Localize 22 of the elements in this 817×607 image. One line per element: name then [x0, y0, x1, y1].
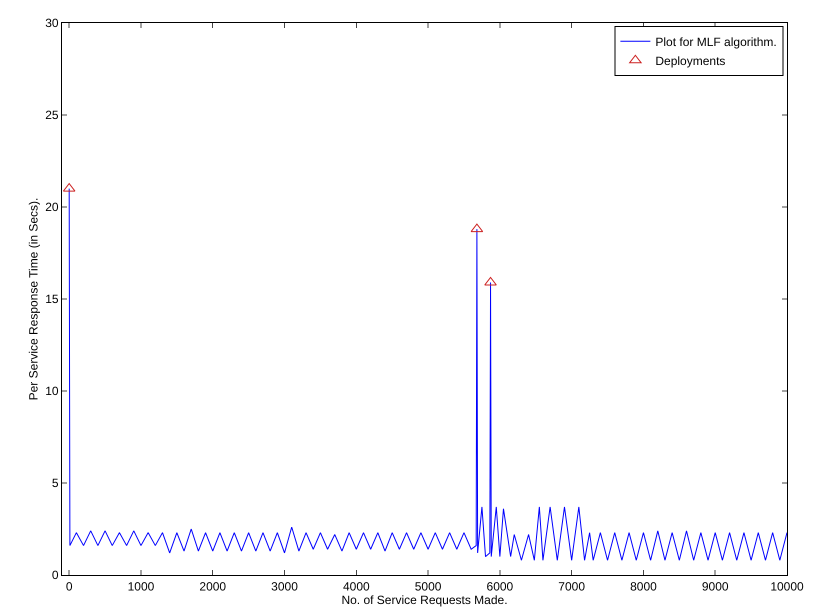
x-tick-label: 9000 — [702, 579, 729, 594]
legend-label: Plot for MLF algorithm. — [655, 34, 777, 49]
y-tick-label: 20 — [45, 200, 59, 214]
y-tick-label: 10 — [45, 384, 59, 398]
legend-label: Deployments — [655, 54, 726, 68]
x-tick-label: 10000 — [770, 579, 804, 594]
y-tick-label: 30 — [45, 16, 59, 30]
x-tick-label: 0 — [66, 579, 73, 594]
y-axis-title: Per Service Response Time (in Secs). — [26, 198, 41, 400]
x-tick-label: 6000 — [486, 579, 514, 594]
y-tick-label: 0 — [52, 568, 59, 582]
y-tick-label: 15 — [45, 292, 59, 306]
x-tick-label: 4000 — [342, 579, 370, 594]
x-tick-label: 3000 — [271, 579, 298, 594]
x-tick-label: 2000 — [199, 579, 226, 594]
x-tick-label: 1000 — [128, 579, 155, 594]
y-tick-label: 5 — [52, 476, 59, 490]
y-tick-label: 25 — [45, 108, 59, 122]
x-axis-title: No. of Service Requests Made. — [341, 593, 508, 607]
x-tick-label: 7000 — [558, 579, 586, 594]
x-tick-label: 5000 — [414, 579, 442, 594]
x-tick-label: 8000 — [630, 579, 658, 594]
